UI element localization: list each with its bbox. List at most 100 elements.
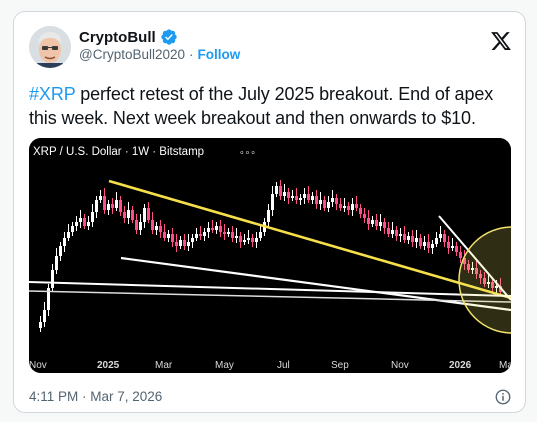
candle-body [315,196,318,204]
candle-body [491,282,494,288]
x-axis-label: Mar [499,360,511,371]
candle-body [323,200,326,208]
candle-body [403,234,406,240]
tweet-card[interactable]: CryptoBull @CryptoBull2020 · Follow #XRP… [13,11,526,413]
candle-body [203,232,206,236]
candle-body [439,234,442,238]
name-line: CryptoBull [79,27,178,47]
chart-image[interactable]: XRP / U.S. Dollar · 1W · Bitstamp ∘∘∘ No… [29,138,511,373]
candle-body [95,200,98,212]
candle-body [43,310,46,322]
candle-body [355,204,358,208]
candle-body [343,206,346,208]
candle-body [107,204,110,210]
candle-body [319,200,322,204]
candle-body [111,204,114,208]
candle-body [187,242,190,246]
candle-body [291,196,294,198]
candle-body [215,226,218,230]
x-logo-icon[interactable] [490,30,512,52]
candle-body [367,218,370,224]
white-support-line [29,281,511,297]
white-trendline-lower [120,256,511,312]
candle-body [335,198,338,204]
candle-body [299,198,302,200]
candle-body [351,204,354,210]
avatar-image [29,26,71,68]
x-axis-label: May [215,360,234,371]
candle-body [455,246,458,252]
tweet-body-text: perfect retest of the July 2025 breakout… [29,84,494,128]
candle-body [47,288,50,310]
candle-body [339,204,342,208]
price-chart: XRP / U.S. Dollar · 1W · Bitstamp ∘∘∘ No… [29,138,511,373]
handle[interactable]: @CryptoBull2020 [79,47,186,62]
candle-body [447,242,450,248]
candle-body [195,234,198,238]
candles-group [39,180,502,332]
white-trendline-steep [438,215,511,301]
x-axis-label: Jul [277,360,290,371]
x-axis-labels: Nov 2025 Mar May Jul Sep Nov 2026 Mar [29,360,511,371]
tweet-header: CryptoBull @CryptoBull2020 · Follow [29,26,512,70]
candle-body [51,270,54,288]
candle-body [451,246,454,248]
follow-button[interactable]: Follow [197,47,241,62]
candle-body [127,210,130,218]
candle-body [55,256,58,270]
candle-body [83,218,86,226]
candle-body [391,230,394,234]
hashtag-xrp[interactable]: #XRP [29,84,76,104]
candle-body [307,194,310,200]
candle-body [199,234,202,236]
candle-body [427,242,430,248]
verified-badge-icon [160,29,177,45]
candle-body [463,258,466,264]
candle-body [75,222,78,226]
chart-menu-dots: ∘∘∘ [239,147,256,157]
timestamp[interactable]: 4:11 PM · Mar 7, 2026 [29,389,163,404]
candle-body [359,208,362,214]
candle-body [159,226,162,232]
white-support-line-2 [29,290,511,303]
display-name[interactable]: CryptoBull [79,28,156,46]
candle-body [243,240,246,242]
candle-body [275,186,278,194]
candle-body [387,228,390,234]
candle-body [431,244,434,248]
candle-body [475,268,478,274]
candle-body [191,238,194,242]
candle-body [459,252,462,258]
candle-body [295,196,298,200]
candle-body [395,230,398,236]
candle-body [219,226,222,232]
candle-body [311,196,314,200]
candle-body [327,202,330,208]
candle-body [71,226,74,232]
candle-body [483,278,486,284]
avatar[interactable] [29,26,71,68]
candle-body [103,196,106,210]
candle-body [179,240,182,246]
candle-body [99,196,102,200]
candle-body [131,210,134,220]
candle-body [147,208,150,220]
candle-body [495,286,498,288]
candle-body [259,232,262,238]
chart-header-label: XRP / U.S. Dollar · 1W · Bitstamp [33,146,204,158]
x-axis-label: Nov [29,360,47,371]
candle-body [371,220,374,224]
candle-body [399,234,402,236]
candle-body [139,222,142,230]
separator-dot: · [189,47,194,62]
info-icon[interactable] [494,388,512,406]
candle-body [419,238,422,246]
candle-body [423,242,426,246]
candle-body [231,232,234,238]
candle-body [283,192,286,196]
candle-body [383,222,386,228]
candle-body [67,232,70,238]
candle-body [171,234,174,242]
candle-body [435,238,438,244]
candle-body [267,210,270,222]
